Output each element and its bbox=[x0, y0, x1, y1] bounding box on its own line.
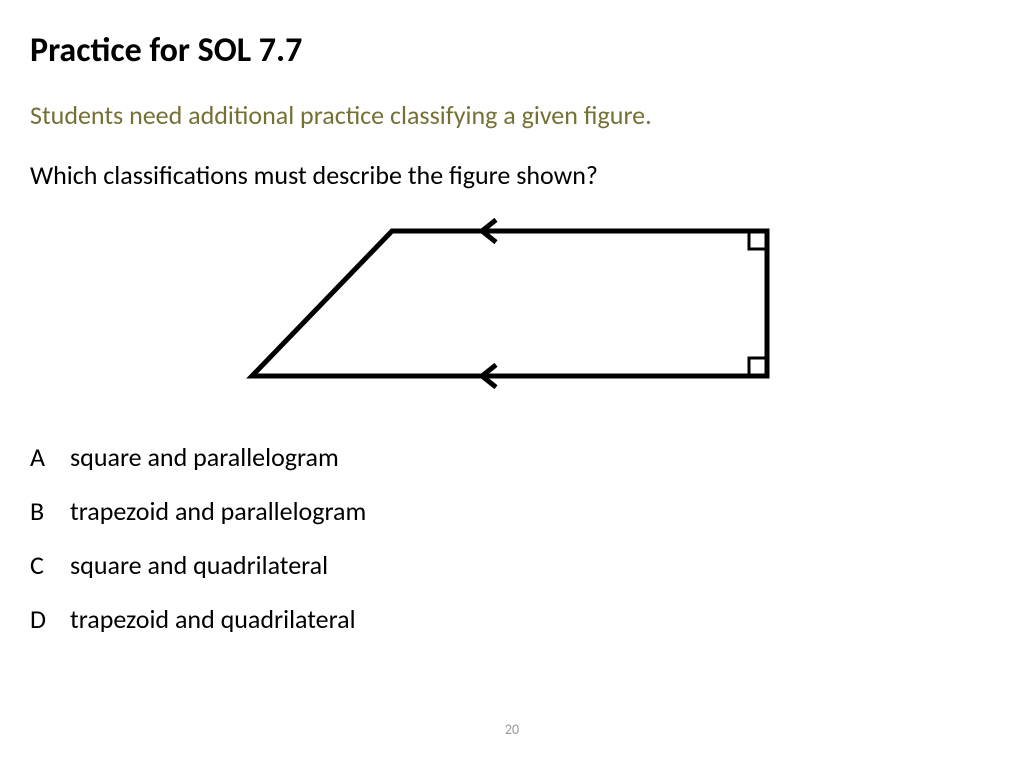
option-text: trapezoid and quadrilateral bbox=[70, 603, 356, 635]
option-row: Csquare and quadrilateral bbox=[30, 549, 994, 581]
options-list: Asquare and parallelogramBtrapezoid and … bbox=[30, 441, 994, 635]
question-text: Which classifications must describe the … bbox=[30, 159, 994, 191]
option-letter: B bbox=[30, 495, 70, 527]
slide-title: Practice for SOL 7.7 bbox=[30, 30, 994, 71]
option-letter: A bbox=[30, 441, 70, 473]
option-text: square and parallelogram bbox=[70, 441, 339, 473]
page-number: 20 bbox=[505, 721, 519, 738]
option-row: Btrapezoid and parallelogram bbox=[30, 495, 994, 527]
option-letter: D bbox=[30, 603, 70, 635]
option-text: trapezoid and parallelogram bbox=[70, 495, 366, 527]
option-row: Dtrapezoid and quadrilateral bbox=[30, 603, 994, 635]
trapezoid-figure bbox=[232, 211, 792, 401]
option-text: square and quadrilateral bbox=[70, 549, 328, 581]
slide-subtitle: Students need additional practice classi… bbox=[30, 99, 994, 131]
figure-container bbox=[30, 211, 994, 401]
option-row: Asquare and parallelogram bbox=[30, 441, 994, 473]
option-letter: C bbox=[30, 549, 70, 581]
